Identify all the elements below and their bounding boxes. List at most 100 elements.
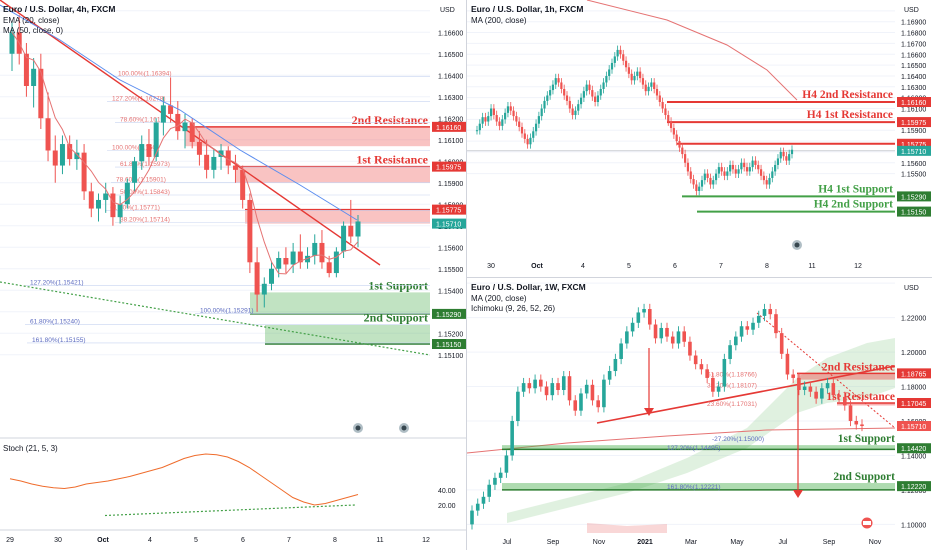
h1-ma-line <box>586 0 798 101</box>
h1-candle <box>619 49 622 55</box>
h4-chart-title: Euro / U.S. Dollar, 4h, FXCM <box>3 4 116 14</box>
h1-price-tag: 1.15710 <box>901 149 926 156</box>
h4-zone-label: 2nd Resistance <box>352 113 429 127</box>
h1-candle <box>568 100 571 109</box>
h4-fib-label: 100.00%(1.160 <box>112 145 156 152</box>
h1-candle <box>779 151 782 159</box>
h4-time-tick: 11 <box>376 537 383 544</box>
w1-candle <box>567 376 572 401</box>
w1-candle <box>745 326 750 330</box>
h1-candle <box>506 106 510 113</box>
h1-candle <box>776 158 780 165</box>
w1-candle <box>498 472 503 478</box>
h4-candle <box>168 105 174 114</box>
h4-candle <box>312 242 318 256</box>
h1-candle <box>475 130 479 132</box>
h1-candle <box>771 171 774 178</box>
w1-price-tick: 1.12000 <box>901 488 926 495</box>
w1-zone <box>797 373 895 380</box>
w1-candle <box>504 455 509 473</box>
w1-candle <box>831 383 836 396</box>
h4-candle <box>153 122 159 157</box>
h1-chart-title: Euro / U.S. Dollar, 1h, FXCM <box>471 4 584 14</box>
h4-candle <box>103 193 109 200</box>
w1-currency-label: USD <box>904 285 919 292</box>
w1-arrow-1-head <box>644 408 654 416</box>
h4-chart-svg[interactable]: 2nd Resistance 1st Resistance 1st Support 2… <box>0 0 466 550</box>
h1-candle <box>594 96 597 102</box>
h1-price-tag: 1.16160 <box>901 100 926 107</box>
h4-event-icon-dot <box>401 425 407 431</box>
h4-fib-label: 61.80%(1.15973) <box>120 161 170 168</box>
h1-candle <box>574 110 577 116</box>
h1-candle <box>748 167 751 172</box>
w1-ichimoku-label: Ichimoku (9, 26, 52, 26) <box>471 304 556 313</box>
h4-fib-label: 61.80%(1.15771) <box>110 204 160 211</box>
h1-candle <box>588 84 591 91</box>
h1-price-tick: 1.16300 <box>901 85 926 92</box>
h1-candle <box>537 116 540 124</box>
h1-level-label: H4 2nd Resistance <box>802 89 893 101</box>
w1-price-tick: 1.10000 <box>901 522 926 529</box>
w1-candle <box>682 331 687 342</box>
w1-fib-label: 38.20%(1.18107) <box>707 383 757 390</box>
h4-candle <box>9 32 15 54</box>
h1-time-tick: 30 <box>487 263 495 270</box>
h4-fib-label: 100.00%(1.16394) <box>118 71 172 78</box>
h1-level-label: H4 2nd Support <box>814 199 893 211</box>
h1-candle <box>717 167 720 174</box>
h1-candle <box>709 177 712 185</box>
h4-zone <box>250 292 430 314</box>
h4-candle <box>81 152 87 192</box>
h1-candle <box>785 156 788 161</box>
h4-candle <box>290 251 296 265</box>
h4-candle <box>261 283 267 295</box>
h1-candle <box>509 106 512 111</box>
w1-candle <box>693 355 698 365</box>
h4-candle <box>247 199 253 263</box>
w1-candle <box>642 309 646 313</box>
h1-candle <box>624 60 628 68</box>
w1-chart-svg[interactable]: 2nd Resistance 1st Resistance 1st Support 2… <box>467 278 932 551</box>
h1-candle <box>492 108 495 116</box>
h1-ma-label: MA (200, close) <box>471 16 527 25</box>
h1-chart-svg[interactable]: H4 2nd Resistance H4 1st Resistance H4 1st… <box>467 0 932 277</box>
w1-candle <box>556 383 560 390</box>
h1-candle <box>641 78 645 85</box>
h4-time-tick: 7 <box>287 537 291 544</box>
w1-candle <box>487 484 492 497</box>
h4-candle <box>182 122 188 132</box>
h4-zone-label: 1st Support <box>368 278 428 292</box>
h1-candle <box>557 78 560 83</box>
w1-candle <box>716 386 721 392</box>
w1-arrow-2-head <box>793 490 803 498</box>
h4-candle <box>254 262 260 295</box>
h1-candle <box>757 164 760 170</box>
w1-candle <box>699 364 704 370</box>
w1-candle <box>521 383 526 392</box>
w1-flag-icon-stripe <box>863 521 871 525</box>
h4-candle <box>240 169 246 200</box>
h1-candle <box>714 173 718 181</box>
w1-candle <box>797 377 801 390</box>
h1-candle <box>478 123 481 131</box>
h1-price-tag-bg <box>897 97 931 107</box>
h4-price-tag-bg <box>432 339 466 349</box>
h4-candle <box>67 144 73 160</box>
w1-candle <box>544 386 549 396</box>
h1-candle <box>515 116 518 122</box>
h1-price-tick: 1.16700 <box>901 41 926 48</box>
h1-candle <box>543 100 546 109</box>
h4-candle <box>175 113 181 132</box>
vertical-separator <box>466 0 467 550</box>
h1-price-tag-bg <box>897 117 931 128</box>
w1-candle <box>493 477 497 485</box>
w1-candle <box>653 324 658 339</box>
h1-candle <box>684 154 687 163</box>
h4-candle <box>341 225 347 252</box>
h1-time-tick: 11 <box>808 263 815 270</box>
h1-candle <box>751 160 754 168</box>
h4-event-icon-dot <box>355 425 361 431</box>
h4-price-tag-bg <box>432 121 466 132</box>
h1-candle <box>667 115 670 122</box>
